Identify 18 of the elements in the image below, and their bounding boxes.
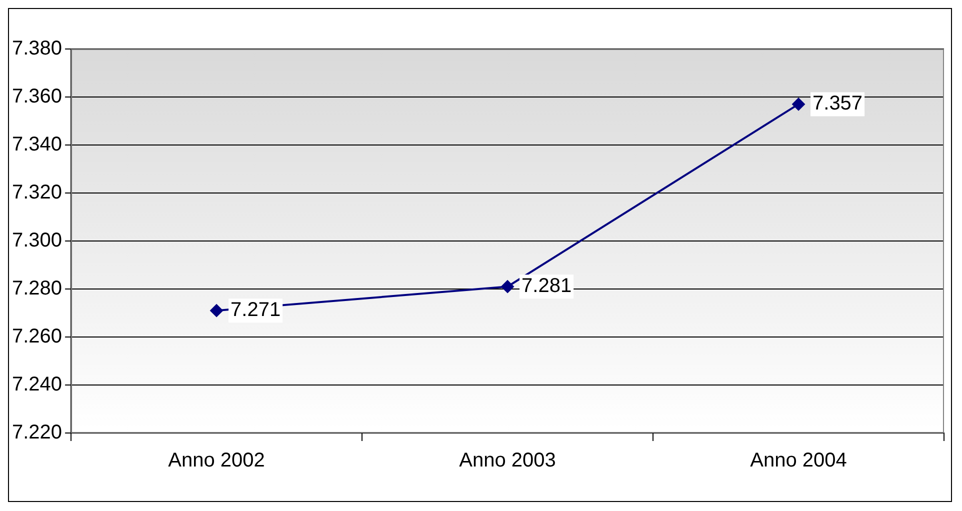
y-tick-label: 7.260: [12, 326, 62, 348]
data-label: 7.281: [522, 275, 572, 298]
x-tick-label: Anno 2002: [168, 450, 265, 472]
y-tick-label: 7.380: [12, 38, 62, 60]
point: [210, 304, 224, 318]
y-tick-label: 7.300: [12, 230, 62, 252]
y-tick-label: 7.280: [12, 278, 62, 300]
point: [501, 280, 514, 294]
y-tick-label: 7.240: [12, 374, 62, 396]
data-label: 7.271: [230, 299, 281, 322]
data-label: 7.357: [812, 92, 863, 115]
y-tick-label: 7.340: [12, 134, 62, 156]
point: [792, 98, 806, 111]
x-tick-label: Anno 2003: [459, 450, 556, 472]
y-tick-label: 7.320: [12, 182, 62, 204]
y-tick-label: 7.220: [12, 422, 62, 444]
x-tick-label: Anno 2004: [750, 450, 847, 472]
y-tick-label: 7.360: [12, 86, 62, 108]
